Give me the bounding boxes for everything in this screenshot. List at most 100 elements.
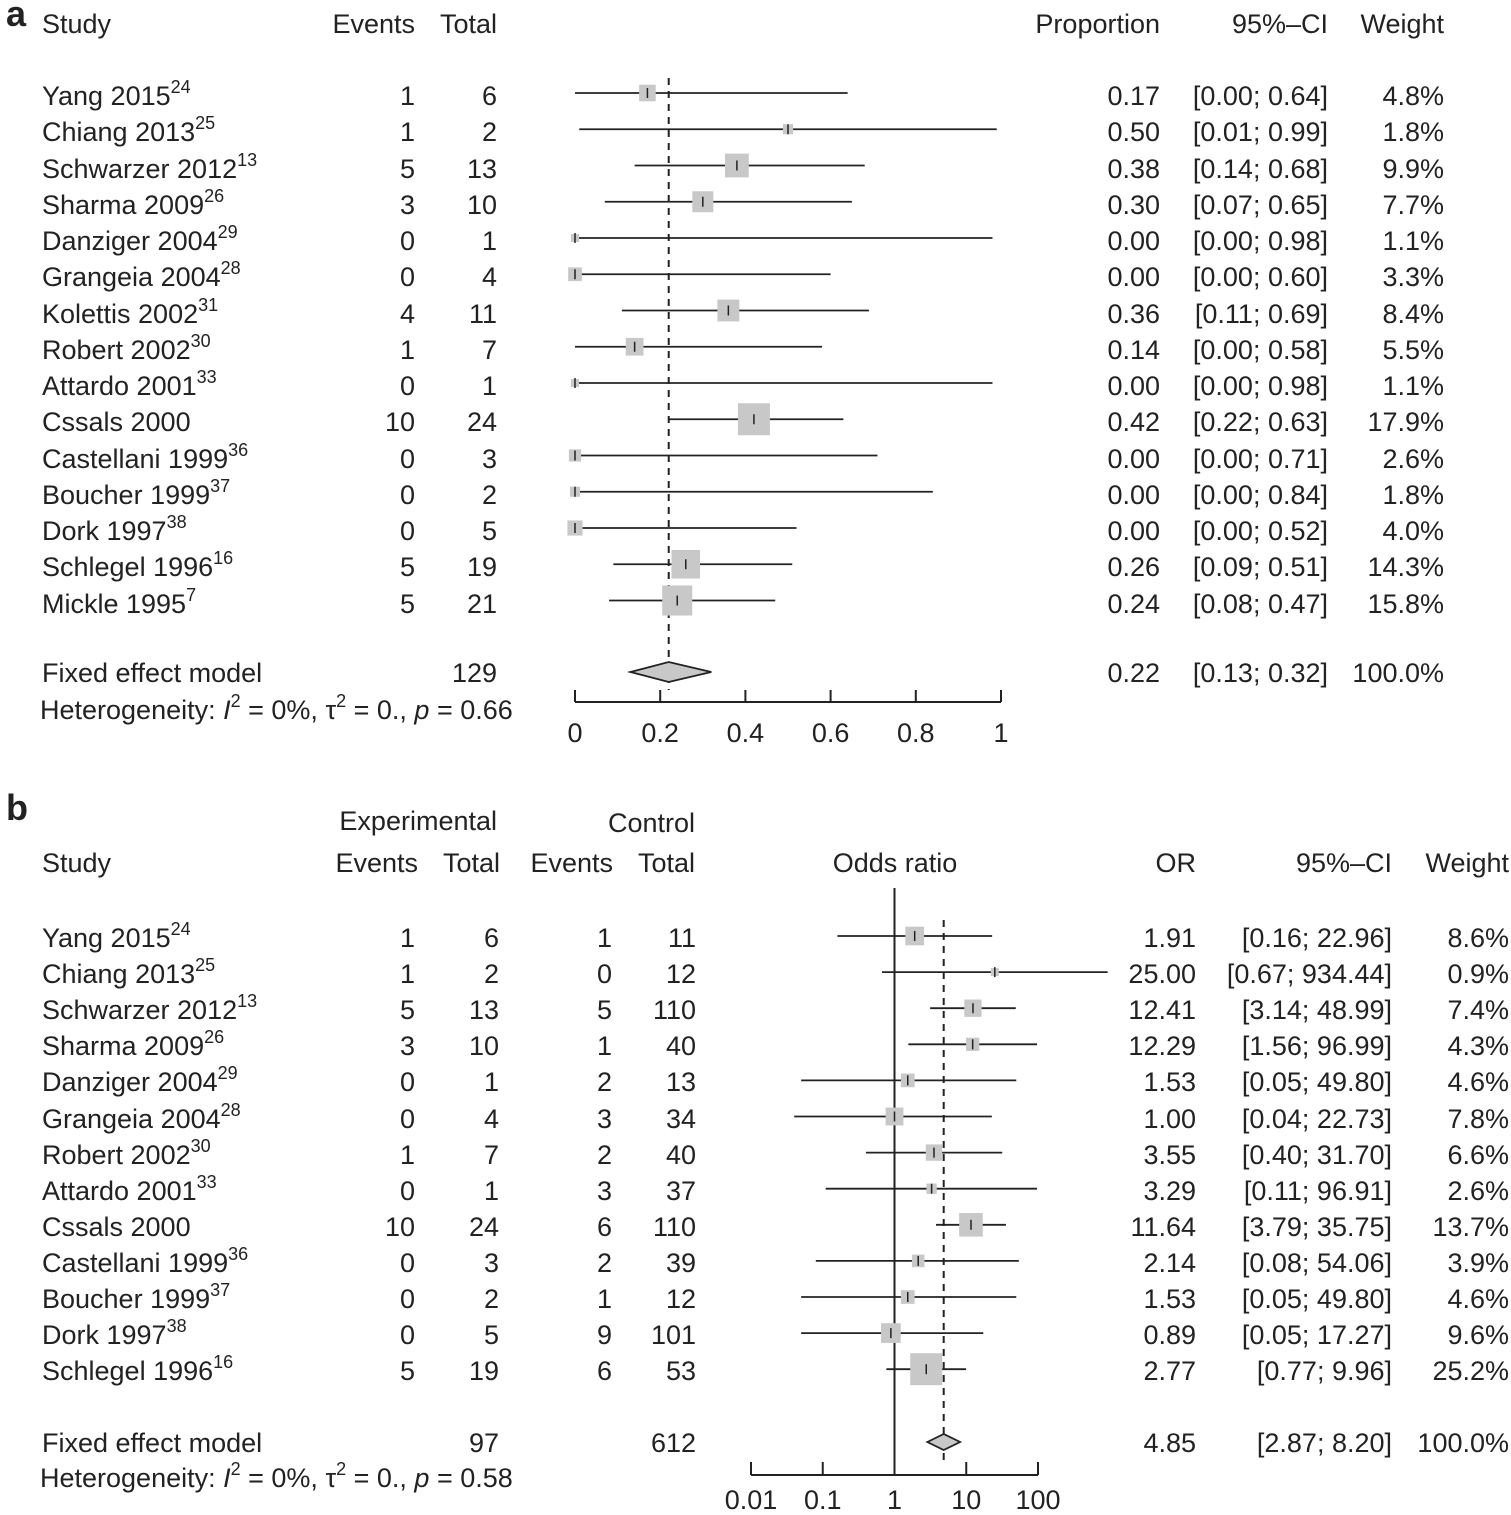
experimental-total-cell: 3 bbox=[483, 1247, 499, 1278]
reference-superscript: 37 bbox=[210, 475, 231, 496]
study-name-text: Cssals 2000 bbox=[42, 1211, 191, 1242]
weight-cell: 2.6% bbox=[1447, 1175, 1509, 1206]
total-cell: 3 bbox=[481, 443, 497, 474]
weight-cell: 6.6% bbox=[1447, 1139, 1509, 1170]
study-name-text: Yang 2015 bbox=[42, 923, 171, 953]
control-events-cell: 2 bbox=[596, 1247, 612, 1278]
heterogeneity-sq2: 2 bbox=[336, 691, 347, 711]
events-cell: 1 bbox=[399, 117, 415, 148]
study-name-text: Yang 2015 bbox=[42, 81, 171, 111]
control-total-cell: 12 bbox=[665, 959, 696, 990]
study-row-label: Boucher 199937 bbox=[42, 1281, 230, 1314]
reference-superscript: 36 bbox=[228, 439, 249, 460]
study-row-label: Chiang 201325 bbox=[42, 114, 215, 147]
experimental-total-cell: 2 bbox=[483, 1284, 499, 1314]
experimental-total-cell: 1 bbox=[483, 1067, 499, 1098]
ci-cell: [0.00; 0.52] bbox=[1192, 516, 1328, 546]
weight-cell: 1.1% bbox=[1382, 226, 1444, 256]
weight-cell: 8.6% bbox=[1447, 923, 1509, 953]
study-row-label: Robert 200230 bbox=[42, 1137, 211, 1170]
weight-cell: 3.3% bbox=[1382, 262, 1444, 293]
weight-cell: 14.3% bbox=[1367, 552, 1444, 583]
control-total-cell: 110 bbox=[652, 995, 696, 1026]
control-events-cell: 0 bbox=[596, 959, 612, 990]
total-cell: 11 bbox=[468, 298, 497, 329]
heterogeneity-p: p bbox=[414, 695, 430, 725]
panel-a-label: a bbox=[6, 0, 27, 34]
weight-cell: 9.6% bbox=[1447, 1320, 1509, 1351]
weight-cell: 4.6% bbox=[1447, 1284, 1509, 1314]
control-total-cell: 37 bbox=[665, 1175, 696, 1206]
events-cell: 0 bbox=[399, 479, 415, 510]
ci-cell: [0.07; 0.65] bbox=[1192, 189, 1328, 220]
weight-cell: 1.8% bbox=[1382, 117, 1444, 148]
weight-cell: 17.9% bbox=[1367, 407, 1444, 438]
weight-cell: 9.9% bbox=[1382, 153, 1444, 184]
study-row-label: Grangeia 200428 bbox=[42, 1101, 241, 1134]
proportion-cell: 0.42 bbox=[1107, 407, 1160, 438]
study-name-text: Schlegel 1996 bbox=[42, 1356, 214, 1387]
experimental-events-cell: 0 bbox=[399, 1067, 415, 1098]
proportion-cell: 0.26 bbox=[1107, 552, 1160, 583]
study-name-text: Attardo 2001 bbox=[42, 1175, 197, 1206]
control-events-cell: 2 bbox=[596, 1067, 612, 1098]
study-row-label: Schlegel 199616 bbox=[42, 1353, 233, 1387]
study-row-label: Sharma 200926 bbox=[42, 187, 224, 220]
reference-superscript: 33 bbox=[196, 367, 217, 387]
ci-cell: [0.05; 17.27] bbox=[1241, 1320, 1392, 1351]
weight-cell: 5.5% bbox=[1382, 334, 1444, 365]
events-cell: 1 bbox=[399, 81, 415, 111]
experimental-events-cell: 1 bbox=[399, 1139, 415, 1170]
study-row-label: Robert 200230 bbox=[42, 332, 211, 365]
study-name-text: Danziger 2004 bbox=[42, 1067, 218, 1098]
fixed-effect-label: Fixed effect model bbox=[42, 658, 263, 688]
heterogeneity-rest2: = 0.66 bbox=[429, 695, 513, 725]
reference-superscript: 28 bbox=[220, 258, 241, 279]
weight-cell: 7.4% bbox=[1447, 995, 1509, 1026]
reference-superscript: 29 bbox=[217, 1063, 238, 1084]
ci-cell: [3.79; 35.75] bbox=[1241, 1211, 1392, 1242]
total-cell: 13 bbox=[466, 153, 497, 184]
study-row-label: Castellani 199936 bbox=[42, 1245, 248, 1278]
header-proportion: Proportion bbox=[1035, 9, 1160, 39]
header-events: Events bbox=[332, 9, 415, 39]
reference-superscript: 37 bbox=[210, 1280, 231, 1300]
reference-superscript: 38 bbox=[166, 1316, 187, 1337]
study-name-text: Boucher 1999 bbox=[42, 479, 211, 510]
pooled-diamond bbox=[626, 661, 712, 683]
ci-cell: [0.14; 0.68] bbox=[1192, 153, 1328, 184]
ci-cell: [1.56; 96.99] bbox=[1241, 1031, 1392, 1062]
study-name-text: Dork 1997 bbox=[42, 1320, 167, 1351]
ci-cell: [0.00; 0.58] bbox=[1192, 334, 1328, 365]
ci-cell: [0.00; 0.98] bbox=[1192, 226, 1328, 256]
fixed-weight: 100.0% bbox=[1352, 658, 1444, 688]
or-cell: 25.00 bbox=[1128, 959, 1196, 990]
reference-superscript: 16 bbox=[213, 1352, 234, 1373]
ci-cell: [0.00; 0.98] bbox=[1192, 371, 1328, 401]
experimental-total-cell: 1 bbox=[483, 1175, 499, 1206]
ci-cell: [0.67; 934.44] bbox=[1226, 959, 1392, 990]
reference-superscript: 30 bbox=[190, 330, 211, 351]
heterogeneity-rest1: = 0., bbox=[346, 1463, 415, 1493]
or-cell: 0.89 bbox=[1143, 1320, 1196, 1351]
study-name-text: Mickle 1995 bbox=[42, 588, 187, 619]
proportion-cell: 0.00 bbox=[1107, 226, 1160, 256]
experimental-total-cell: 6 bbox=[483, 923, 499, 953]
or-cell: 2.14 bbox=[1143, 1247, 1196, 1278]
study-row-label: Schlegel 199616 bbox=[42, 549, 233, 582]
experimental-total-cell: 13 bbox=[468, 995, 499, 1026]
study-name-text: Robert 2002 bbox=[42, 334, 191, 365]
x-tick-label: 0.4 bbox=[726, 718, 765, 748]
proportion-cell: 0.00 bbox=[1107, 262, 1160, 293]
fixed-total: 129 bbox=[451, 658, 497, 688]
events-cell: 0 bbox=[399, 371, 415, 401]
ci-cell: [0.00; 0.71] bbox=[1192, 443, 1328, 474]
study-row-label: Attardo 200133 bbox=[42, 368, 217, 401]
proportion-cell: 0.00 bbox=[1107, 371, 1160, 401]
x-tick-label: 0.2 bbox=[641, 718, 679, 748]
reference-superscript: 13 bbox=[237, 991, 258, 1012]
fixed-or: 4.85 bbox=[1143, 1428, 1196, 1458]
ci-cell: [0.40; 31.70] bbox=[1241, 1139, 1392, 1170]
weight-cell: 13.7% bbox=[1432, 1211, 1509, 1242]
